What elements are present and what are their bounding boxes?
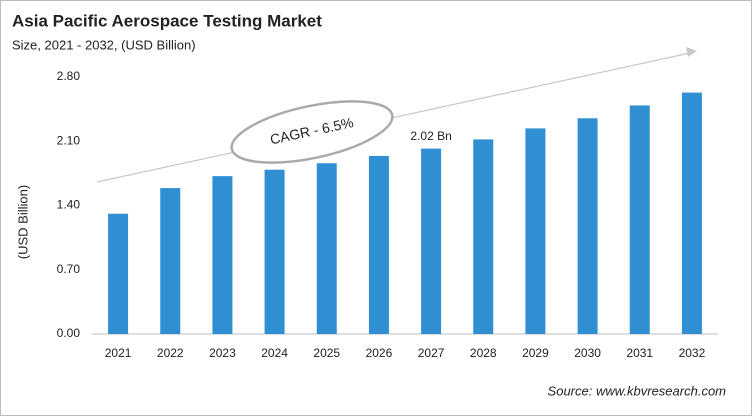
chart-title: Asia Pacific Aerospace Testing Market [12, 11, 322, 30]
x-tick-label: 2022 [157, 346, 184, 360]
bar [316, 163, 337, 334]
x-tick-label: 2024 [261, 346, 288, 360]
bar [421, 148, 442, 334]
chart-subtitle: Size, 2021 - 2032, (USD Billion) [12, 37, 196, 52]
cagr-ellipse [230, 100, 394, 164]
x-tick-label: 2030 [574, 346, 601, 360]
x-tick-label: 2026 [366, 346, 393, 360]
x-tick-label: 2027 [418, 346, 445, 360]
bar [473, 139, 494, 334]
bar [629, 105, 650, 334]
y-tick-label: 1.40 [57, 198, 81, 212]
y-tick-label: 2.10 [57, 133, 81, 147]
bar [160, 188, 181, 334]
bar [264, 169, 285, 334]
y-tick-label: 0.70 [57, 262, 81, 276]
y-tick-label: 0.00 [57, 326, 81, 340]
data-label: 2.02 Bn [410, 129, 451, 143]
arrow-head [686, 47, 697, 57]
bar [681, 92, 702, 334]
y-axis-label: (USD Billion) [15, 185, 30, 259]
bar [212, 176, 233, 334]
y-tick-label: 2.80 [57, 69, 81, 83]
x-tick-label: 2031 [626, 346, 653, 360]
bar [368, 155, 389, 334]
x-tick-label: 2032 [679, 346, 706, 360]
bar [108, 213, 129, 334]
x-tick-label: 2025 [313, 346, 340, 360]
x-tick-label: 2023 [209, 346, 236, 360]
source: Source: www.kbvresearch.com [548, 383, 727, 398]
x-tick-label: 2028 [470, 346, 497, 360]
bar [525, 128, 546, 334]
bar [577, 118, 598, 334]
x-tick-label: 2029 [522, 346, 549, 360]
x-tick-label: 2021 [105, 346, 132, 360]
